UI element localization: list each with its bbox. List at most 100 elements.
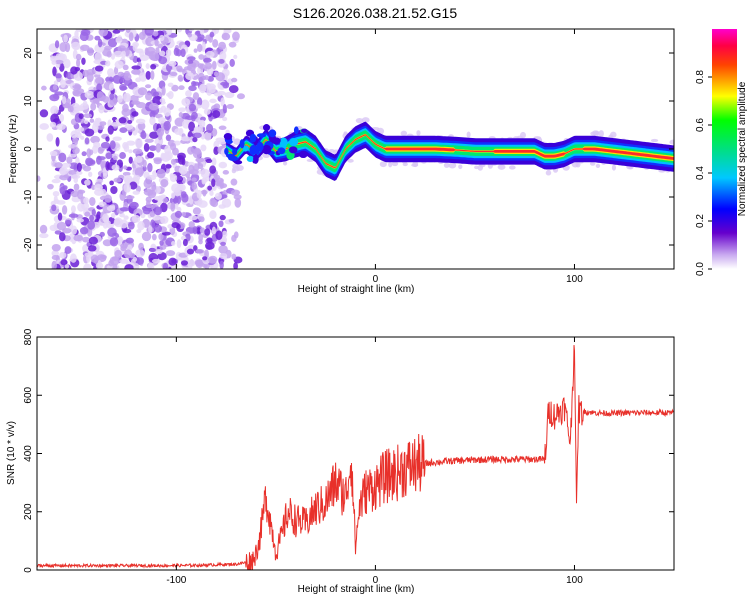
noise-speckle (176, 65, 183, 72)
noise-speckle (95, 76, 105, 85)
noise-speckle (80, 44, 90, 51)
ridge-blob (242, 145, 249, 152)
noise-speckle (128, 149, 133, 154)
noise-speckle (224, 91, 235, 99)
noise-speckle (68, 153, 77, 158)
noise-speckle (178, 165, 188, 175)
noise-speckle (84, 90, 95, 99)
noise-speckle (204, 228, 211, 236)
noise-speckle (153, 157, 163, 162)
noise-speckle (205, 50, 215, 58)
noise-speckle (55, 73, 62, 79)
noise-speckle (140, 131, 147, 140)
noise-speckle (78, 127, 85, 132)
noise-speckle (196, 97, 203, 107)
ridge-blob (301, 128, 308, 133)
noise-speckle (46, 133, 54, 142)
noise-speckle (153, 206, 163, 216)
noise-speckle (102, 239, 113, 247)
noise-speckle (83, 113, 93, 119)
noise-speckle (110, 122, 120, 127)
noise-speckle (203, 108, 211, 115)
noise-speckle (159, 97, 166, 104)
noise-speckle (125, 29, 131, 33)
ridge-halo-speckle (355, 117, 364, 124)
noise-speckle (180, 136, 191, 142)
noise-speckle (195, 30, 201, 35)
colorbar-gradient (712, 29, 737, 269)
noise-speckle (63, 58, 71, 69)
noise-speckle (169, 197, 179, 204)
noise-speckle (147, 189, 157, 199)
noise-speckle (222, 82, 230, 89)
noise-speckle (159, 240, 164, 246)
snr-y-label: SNR (10 * v/v) (6, 421, 17, 485)
noise-speckle (128, 156, 133, 164)
noise-speckle (83, 263, 92, 269)
noise-speckle (80, 135, 85, 140)
noise-speckle (176, 223, 181, 230)
noise-speckle (75, 53, 82, 61)
noise-speckle (59, 114, 65, 122)
noise-speckle (169, 173, 178, 183)
noise-speckle (113, 66, 119, 75)
ridge-halo-speckle (400, 130, 408, 137)
noise-speckle (103, 215, 109, 225)
noise-speckle (50, 105, 59, 115)
colorbar-tick-label: 0.4 (695, 166, 706, 180)
noise-speckle (127, 119, 133, 124)
noise-speckle (215, 72, 226, 82)
noise-speckle (204, 62, 213, 70)
noise-speckle (79, 227, 89, 235)
noise-speckle (209, 98, 217, 104)
noise-speckle (99, 231, 105, 237)
noise-speckle (207, 185, 213, 191)
noise-speckle (88, 171, 93, 178)
noise-speckle (104, 194, 113, 203)
noise-speckle (109, 93, 115, 101)
noise-speckle (94, 35, 101, 41)
noise-speckle (122, 64, 129, 71)
noise-speckle (199, 227, 206, 234)
ridge-halo-speckle (497, 164, 506, 170)
noise-speckle (75, 131, 82, 139)
noise-speckle (39, 123, 50, 130)
noise-speckle (135, 155, 143, 164)
noise-speckle (87, 47, 94, 56)
noise-speckle (96, 91, 104, 101)
noise-speckle (87, 245, 97, 252)
noise-speckle (175, 175, 184, 183)
noise-speckle (77, 189, 84, 200)
noise-speckle (120, 243, 128, 249)
noise-speckle (72, 84, 82, 89)
noise-speckle (192, 207, 201, 215)
noise-speckle (68, 169, 79, 175)
noise-speckle (153, 195, 164, 201)
noise-speckle (52, 84, 58, 90)
noise-speckle (158, 233, 164, 241)
noise-speckle (192, 132, 202, 139)
noise-speckle (187, 59, 194, 65)
noise-speckle (112, 74, 123, 84)
noise-speckle (76, 162, 82, 172)
ridge-blob (223, 132, 233, 140)
noise-speckle (119, 85, 128, 91)
noise-speckle (213, 92, 222, 97)
noise-speckle (192, 148, 202, 159)
noise-speckle (230, 189, 241, 196)
noise-speckle (160, 152, 171, 162)
noise-speckle (191, 80, 197, 87)
noise-speckle (59, 174, 69, 181)
noise-speckle (160, 178, 169, 188)
noise-speckle (108, 259, 115, 267)
ridge-blob (232, 148, 238, 156)
y-tick-label: 600 (23, 386, 34, 403)
noise-speckle (231, 253, 237, 260)
noise-speckle (70, 205, 76, 213)
noise-speckle (166, 29, 173, 36)
noise-speckle (76, 170, 83, 176)
noise-speckle (204, 249, 209, 259)
noise-speckle (68, 213, 79, 218)
noise-speckle (218, 41, 227, 50)
noise-speckle (175, 49, 182, 57)
